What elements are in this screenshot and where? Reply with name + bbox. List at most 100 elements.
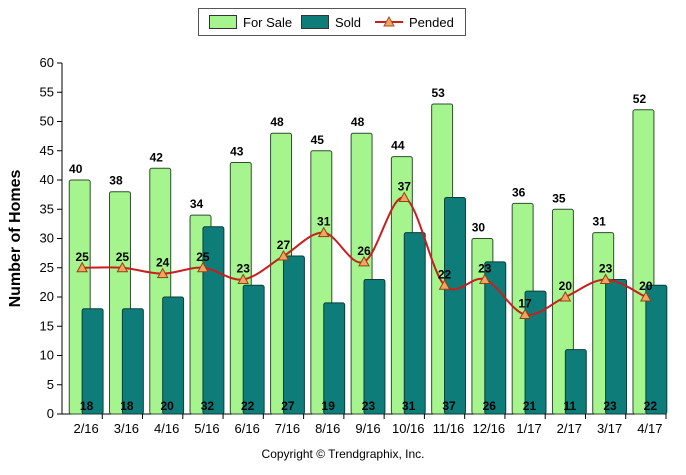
bar-sold (282, 255, 305, 415)
data-label-sold: 22 (241, 399, 255, 413)
legend-line-pended (375, 16, 403, 27)
y-tick-label: 35 (40, 201, 54, 216)
data-label-pended: 37 (398, 180, 412, 194)
data-label-pended: 27 (277, 238, 291, 252)
pended-marker (478, 273, 491, 284)
bar-sold (444, 197, 466, 415)
data-label-sold: 37 (442, 399, 456, 413)
bar-sold (323, 302, 346, 415)
x-tick-label: 5/16 (194, 421, 219, 436)
data-label-for-sale: 48 (351, 115, 365, 129)
data-label-sold: 18 (80, 399, 94, 413)
bar-sold (81, 308, 104, 415)
data-label-pended: 25 (196, 250, 210, 264)
data-label-sold: 23 (603, 399, 617, 413)
data-label-for-sale: 53 (431, 86, 445, 100)
data-label-sold: 32 (201, 399, 215, 413)
pended-marker (640, 290, 652, 302)
bar-sold (403, 232, 426, 415)
data-label-sold: 31 (402, 399, 416, 413)
legend-swatch-for-sale (209, 15, 237, 29)
bar-sold (363, 278, 386, 415)
y-tick-label: 40 (40, 172, 54, 187)
pended-marker (277, 250, 290, 261)
data-label-for-sale: 34 (190, 197, 204, 211)
y-tick-label: 5 (47, 377, 54, 392)
x-tick-label: 8/16 (315, 421, 340, 436)
data-label-for-sale: 52 (633, 92, 647, 106)
pended-marker (116, 261, 129, 273)
x-tick-label: 3/17 (597, 421, 622, 436)
x-tick-label: 12/16 (473, 421, 506, 436)
data-label-for-sale: 36 (512, 185, 526, 199)
pended-marker (317, 226, 330, 238)
data-label-pended: 25 (116, 250, 130, 264)
legend-label-for-sale: For Sale (243, 14, 293, 30)
data-label-for-sale: 38 (109, 174, 123, 188)
x-tick-label: 4/16 (154, 421, 179, 436)
data-label-for-sale: 45 (311, 133, 325, 147)
y-tick-label: 15 (40, 318, 54, 333)
x-tick-label: 7/16 (275, 421, 300, 436)
data-label-sold: 20 (160, 399, 174, 413)
legend-label-pended: Pended (409, 14, 454, 30)
y-tick-label: 60 (40, 55, 54, 70)
pended-marker (398, 191, 411, 203)
legend-swatch-sold (301, 15, 329, 29)
data-label-pended: 17 (518, 297, 532, 311)
data-label-for-sale: 31 (593, 215, 607, 229)
bar-sold (121, 308, 144, 415)
data-label-pended: 31 (317, 215, 331, 229)
x-tick-label: 11/16 (433, 421, 465, 436)
data-label-sold: 22 (644, 399, 658, 413)
pended-marker (519, 308, 531, 320)
data-label-sold: 18 (120, 399, 134, 413)
data-label-sold: 21 (523, 399, 537, 413)
y-axis-label: Number of Homes (7, 170, 24, 308)
y-tick-label: 50 (40, 114, 54, 129)
y-tick-label: 55 (40, 84, 54, 99)
pended-marker (76, 261, 88, 273)
bar-sold (645, 284, 668, 415)
data-label-for-sale: 30 (472, 221, 486, 235)
data-label-for-sale: 35 (552, 191, 566, 205)
data-label-pended: 23 (478, 261, 492, 275)
data-label-for-sale: 42 (150, 150, 164, 164)
data-label-sold: 19 (322, 399, 336, 413)
x-tick-label: 6/16 (235, 421, 260, 436)
pended-marker (156, 267, 169, 279)
x-tick-label: 4/17 (637, 421, 662, 436)
pended-marker (358, 255, 370, 267)
pended-line (82, 196, 647, 316)
pended-marker (559, 290, 572, 302)
x-tick-label: 2/17 (557, 421, 582, 436)
y-tick-label: 20 (40, 289, 54, 304)
data-label-pended: 23 (237, 261, 251, 275)
data-label-for-sale: 44 (391, 139, 405, 153)
data-label-for-sale: 40 (69, 162, 83, 176)
x-tick-label: 1/17 (516, 421, 541, 436)
y-tick-label: 25 (40, 260, 54, 275)
legend: For Sale Sold Pended (198, 8, 466, 36)
y-tick-label: 0 (47, 406, 54, 421)
x-tick-label: 2/16 (73, 421, 98, 436)
data-label-sold: 27 (281, 399, 295, 413)
pended-marker (197, 261, 209, 273)
x-tick-label: 3/16 (114, 421, 139, 436)
bar-sold (524, 290, 547, 415)
bar-sold (484, 261, 507, 415)
legend-item-sold: Sold (301, 9, 361, 35)
data-label-pended: 24 (156, 256, 170, 270)
data-label-for-sale: 43 (230, 144, 244, 158)
data-label-pended: 22 (438, 267, 452, 281)
bar-sold (162, 296, 185, 415)
y-tick-label: 45 (40, 143, 54, 158)
data-label-pended: 26 (357, 244, 371, 258)
data-label-pended: 25 (75, 250, 89, 264)
bar-sold (605, 278, 628, 415)
legend-label-sold: Sold (335, 14, 362, 30)
data-label-for-sale: 48 (270, 115, 284, 129)
bar-sold (564, 349, 587, 415)
